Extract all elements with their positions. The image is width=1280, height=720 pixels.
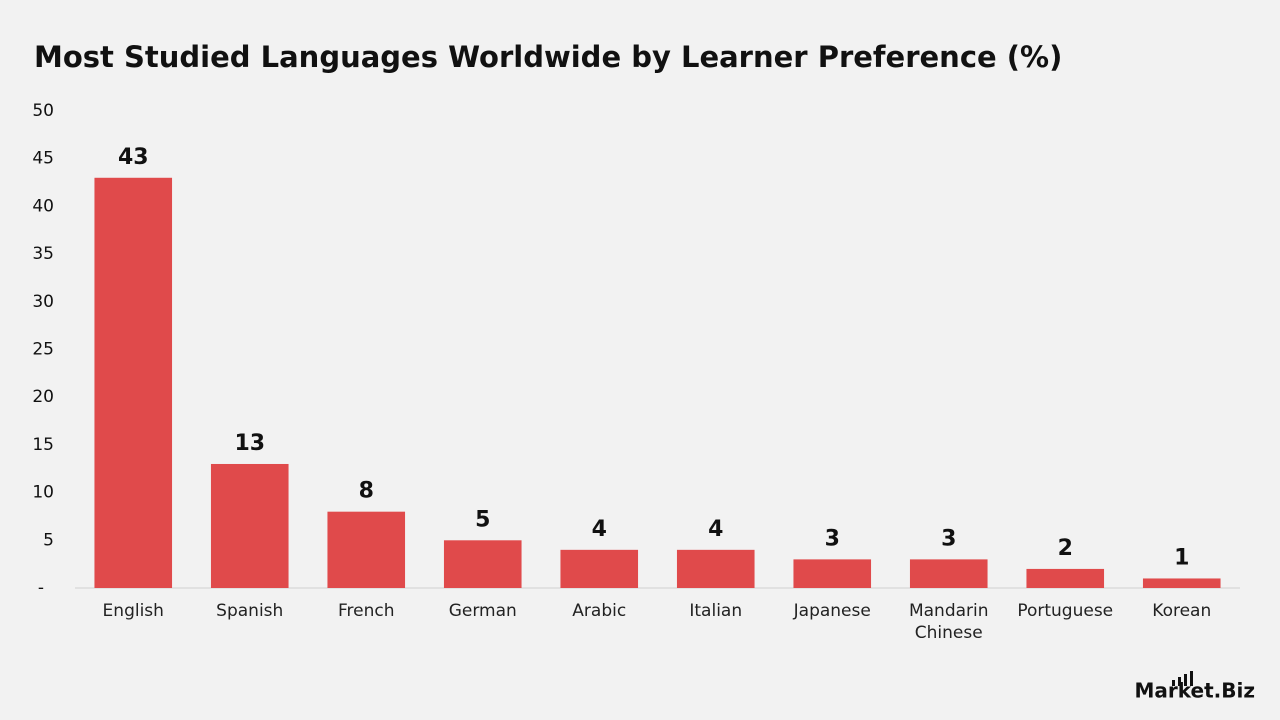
y-tick-label: 40 <box>32 196 54 216</box>
y-tick-label: 45 <box>32 149 54 169</box>
x-tick-label: Portuguese <box>1017 601 1114 621</box>
y-tick-label: 5 <box>43 530 54 550</box>
x-tick-label: German <box>448 601 517 621</box>
bar <box>793 559 872 588</box>
x-tick-label: Arabic <box>572 601 627 621</box>
y-tick-label: 25 <box>32 340 54 360</box>
y-tick-label: 15 <box>32 435 54 455</box>
y-tick-label: 50 <box>32 101 54 121</box>
x-tick-label: Spanish <box>216 601 284 621</box>
x-tick-label: French <box>337 601 395 621</box>
y-tick-label: 20 <box>32 387 54 407</box>
value-label: 1 <box>1174 545 1189 570</box>
bar <box>210 463 289 588</box>
x-tick-label: English <box>102 601 164 621</box>
value-label: 3 <box>941 526 956 551</box>
bar <box>909 559 988 588</box>
value-label: 5 <box>475 507 490 532</box>
value-label: 4 <box>708 517 723 542</box>
x-tick-label: Mandarin Chinese <box>908 601 989 643</box>
y-tick-label: 35 <box>32 244 54 264</box>
value-label: 43 <box>118 145 149 170</box>
chart-title: Most Studied Languages Worldwide by Lear… <box>34 40 1062 74</box>
x-tick-label: Korean <box>1152 601 1212 621</box>
x-tick-label: Japanese <box>793 601 871 621</box>
bar <box>676 549 755 588</box>
logo: Market.Biz <box>1135 679 1256 703</box>
x-tick-label: Italian <box>689 601 743 621</box>
bar <box>94 177 173 588</box>
value-label: 13 <box>234 431 265 456</box>
value-label: 3 <box>825 526 840 551</box>
value-label: 4 <box>592 517 607 542</box>
bar <box>1142 578 1221 588</box>
logo-icon <box>1172 671 1193 686</box>
bar <box>1026 568 1105 588</box>
y-tick-label: 10 <box>32 483 54 503</box>
value-label: 2 <box>1058 536 1073 561</box>
bar <box>443 540 522 588</box>
bar <box>327 511 406 588</box>
y-tick-label: - <box>38 578 44 598</box>
value-label: 8 <box>359 479 374 504</box>
bar <box>560 549 639 588</box>
y-tick-label: 30 <box>32 292 54 312</box>
